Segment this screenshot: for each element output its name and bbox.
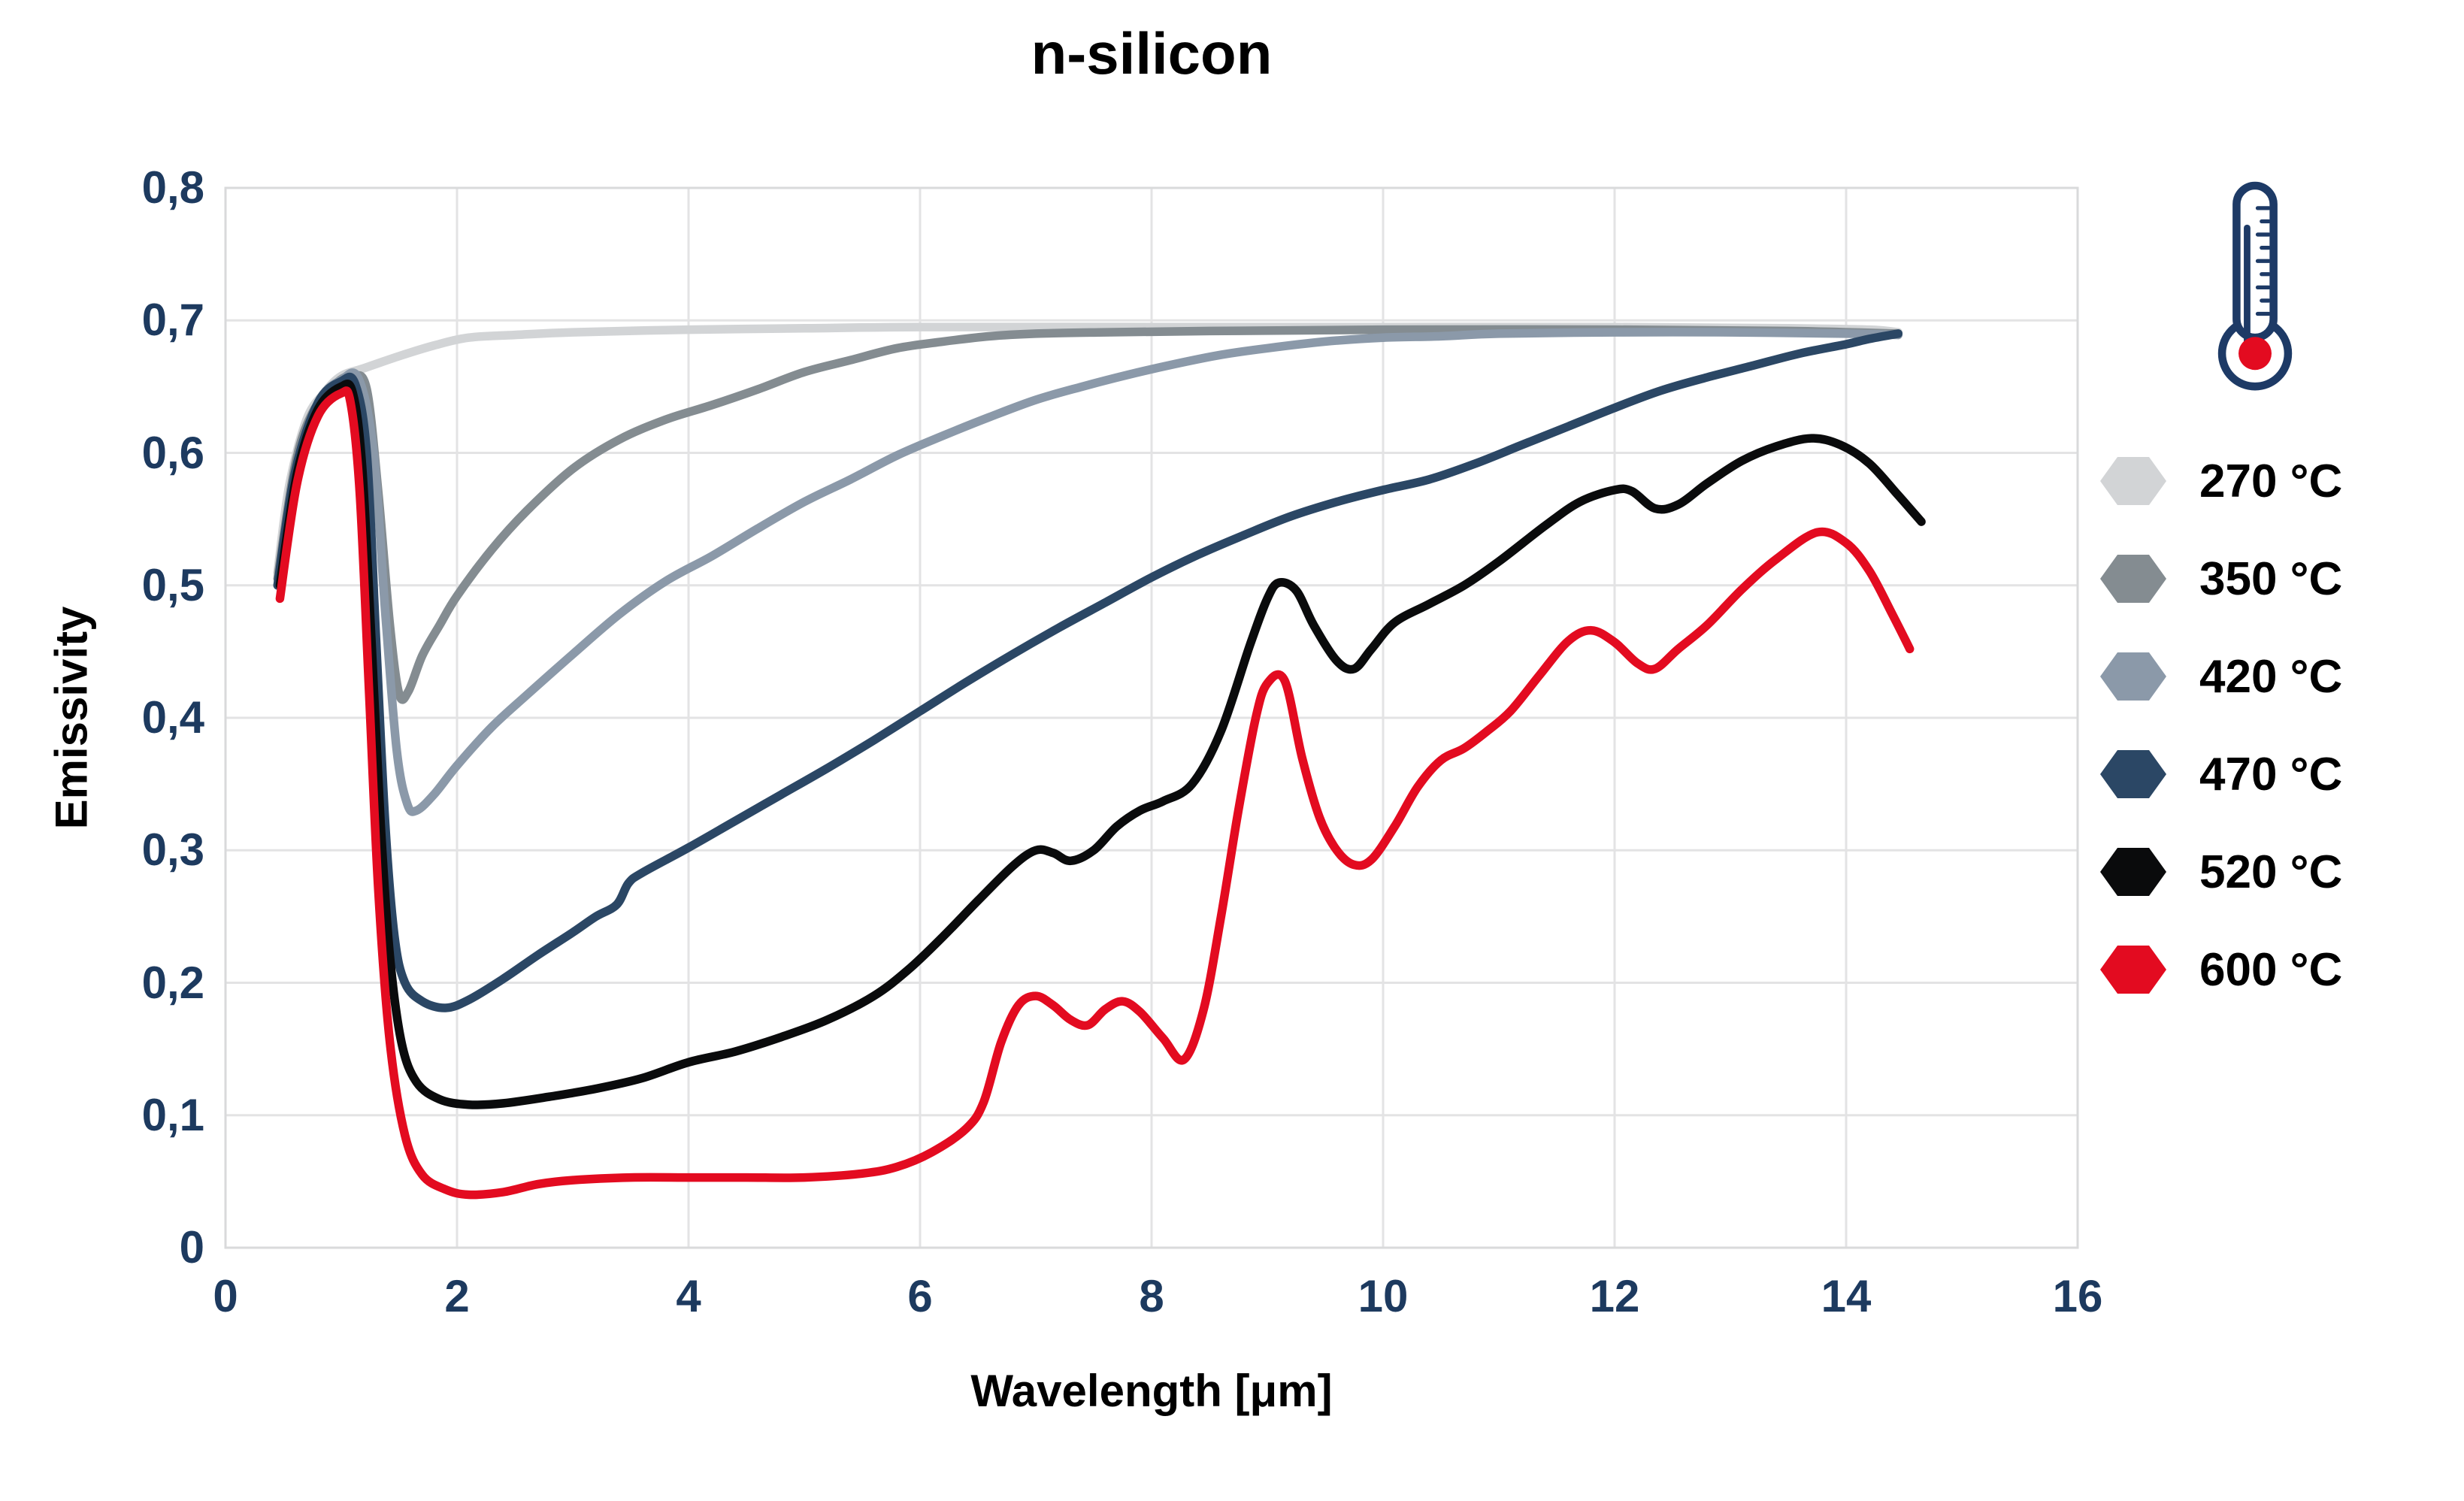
- legend-label: 350 °C: [2199, 552, 2343, 605]
- legend-marker-hexagon: [2100, 946, 2166, 994]
- x-tick-label: 16: [2052, 1271, 2103, 1321]
- legend-marker-hexagon: [2100, 555, 2166, 603]
- y-tick-label: 0,8: [141, 162, 204, 213]
- legend-label: 600 °C: [2199, 943, 2343, 996]
- plot-border: [224, 186, 2079, 1249]
- series-line-470c: [273, 329, 1903, 1012]
- series-line-270c: [273, 322, 1903, 576]
- series-line-520c: [275, 380, 1926, 1109]
- y-tick-label: 0,5: [141, 559, 204, 610]
- thermometer-icon: [2217, 181, 2293, 391]
- x-tick-label: 4: [676, 1271, 701, 1321]
- legend-item: 600 °C: [2097, 940, 2342, 1000]
- x-tick-label: 2: [444, 1271, 470, 1321]
- legend-label: 420 °C: [2199, 650, 2343, 703]
- x-tick-label: 10: [1358, 1271, 1409, 1321]
- legend-item: 420 °C: [2097, 646, 2342, 707]
- x-tick-label: 0: [213, 1271, 238, 1321]
- thermometer-bulb: [2238, 337, 2272, 371]
- legend-item: 270 °C: [2097, 451, 2342, 511]
- x-axis-title: Wavelength [μm]: [970, 1366, 1333, 1416]
- legend-marker-hexagon: [2100, 750, 2166, 798]
- y-tick-label: 0,7: [141, 295, 204, 346]
- x-tick-label: 14: [1821, 1271, 1872, 1321]
- legend-item: 350 °C: [2097, 549, 2342, 609]
- legend-item: 520 °C: [2097, 842, 2342, 902]
- y-tick-label: 0,6: [141, 427, 204, 478]
- chart-title: n-silicon: [1031, 20, 1273, 86]
- y-axis-title: Emissivity: [46, 606, 97, 830]
- legend-marker-hexagon: [2100, 652, 2166, 701]
- series-line-600c: [275, 386, 1915, 1200]
- x-tick-label: 6: [907, 1271, 933, 1321]
- x-tick-label: 8: [1139, 1271, 1164, 1321]
- y-tick-label: 0,3: [141, 825, 204, 876]
- y-tick-label: 0,4: [141, 692, 204, 743]
- y-tick-label: 0,2: [141, 957, 204, 1008]
- legend-label: 270 °C: [2199, 455, 2343, 507]
- series-line-420c: [273, 328, 1903, 816]
- legend-marker-hexagon: [2100, 457, 2166, 505]
- legend-marker-hexagon: [2100, 848, 2166, 896]
- legend-label: 520 °C: [2199, 846, 2343, 898]
- y-tick-label: 0: [179, 1222, 204, 1273]
- thermometer-scale-ticks: [2255, 206, 2272, 316]
- legend-label: 470 °C: [2199, 748, 2343, 800]
- y-tick-label: 0,1: [141, 1089, 204, 1140]
- x-tick-label: 12: [1589, 1271, 1640, 1321]
- legend-item: 470 °C: [2097, 744, 2342, 804]
